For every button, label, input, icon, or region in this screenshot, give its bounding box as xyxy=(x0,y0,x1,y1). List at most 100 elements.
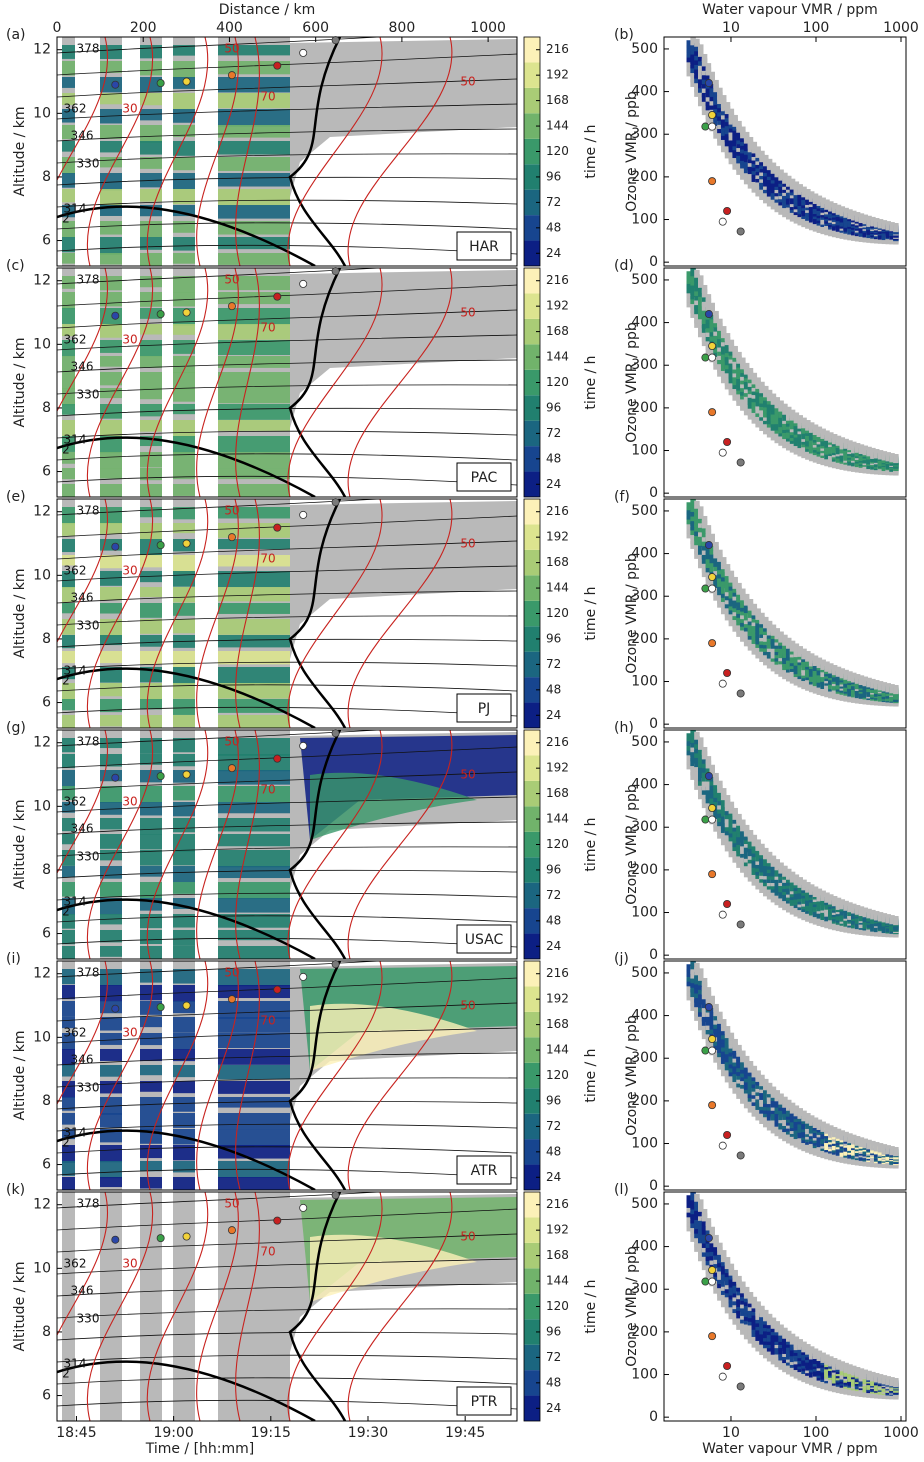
density-cell xyxy=(720,1019,727,1028)
density-cell xyxy=(717,1020,723,1029)
density-cell xyxy=(686,1209,693,1218)
colorbar-tick-label: 216 xyxy=(546,42,569,56)
density-cell xyxy=(701,755,708,764)
density-cell xyxy=(701,320,708,329)
density-cell xyxy=(720,99,727,108)
curtain-cell xyxy=(140,372,162,390)
density-cell xyxy=(686,44,693,53)
panel-label: (i) xyxy=(6,951,21,967)
density-cell xyxy=(705,529,712,538)
density-cell xyxy=(728,1032,735,1041)
curtain-cell xyxy=(100,45,122,59)
density-cell xyxy=(766,620,773,629)
density-cell xyxy=(713,802,719,811)
curtain-cell xyxy=(100,1113,122,1128)
density-cell xyxy=(759,381,765,390)
density-cell xyxy=(732,114,738,123)
flight-point xyxy=(227,995,236,1004)
density-cell xyxy=(694,66,700,75)
density-cell xyxy=(713,349,719,358)
curtain-cell xyxy=(218,969,290,987)
density-cell xyxy=(697,1217,704,1226)
density-cell xyxy=(713,567,719,576)
density-cell xyxy=(812,886,819,895)
density-cell xyxy=(720,804,727,813)
curtain-cell xyxy=(100,1145,122,1163)
density-cell xyxy=(690,744,696,753)
plot-area xyxy=(57,961,517,1190)
density-cell xyxy=(690,540,696,549)
y-tick-label: 8 xyxy=(42,1093,51,1109)
flight-point xyxy=(156,79,165,88)
density-cell xyxy=(697,98,704,107)
density-cell xyxy=(720,95,727,104)
density-cell xyxy=(724,827,731,836)
density-cell xyxy=(697,62,704,71)
curtain-cell xyxy=(173,507,195,520)
density-cell xyxy=(724,795,731,804)
density-cell xyxy=(709,533,715,542)
curtain-cell xyxy=(140,125,162,143)
density-cell xyxy=(705,991,712,1000)
colorbar-segment xyxy=(524,1293,540,1320)
colorbar-segment xyxy=(524,1062,540,1089)
curtain-cell xyxy=(100,651,122,664)
red-contour xyxy=(347,268,453,497)
density-cell xyxy=(713,1264,719,1273)
density-cell xyxy=(724,564,731,573)
density-cell xyxy=(808,884,815,893)
density-cell xyxy=(701,1208,708,1217)
density-cell xyxy=(851,903,857,912)
isentrope xyxy=(57,1283,517,1297)
panel-label: (d) xyxy=(614,258,634,274)
density-cell xyxy=(717,1040,723,1049)
density-cell xyxy=(724,568,731,577)
density-cell xyxy=(889,453,895,462)
density-cell xyxy=(713,310,719,319)
curtain-cell xyxy=(100,834,122,849)
density-cell xyxy=(709,315,715,324)
density-cell xyxy=(820,890,826,899)
density-cell xyxy=(694,1230,700,1239)
curtain-cell xyxy=(218,141,290,155)
panel-label: (g) xyxy=(6,720,26,736)
curtain-cell xyxy=(100,555,122,569)
density-cell xyxy=(694,731,700,740)
y-tick-label: 12 xyxy=(33,504,51,520)
density-cell xyxy=(697,1244,704,1253)
density-cell xyxy=(851,441,857,450)
density-cell xyxy=(694,763,700,772)
colorbar-segment xyxy=(524,1139,540,1165)
density-cell xyxy=(877,681,884,690)
density-cell xyxy=(720,358,727,367)
density-cell xyxy=(690,499,696,508)
density-cell xyxy=(701,1213,708,1222)
y-tick-label: 200 xyxy=(631,631,658,647)
curtain-cell xyxy=(100,253,122,265)
density-cell xyxy=(701,782,708,791)
curtain-cell xyxy=(100,468,122,479)
curtain-cell xyxy=(100,125,122,139)
density-cell xyxy=(701,53,708,62)
flight-point xyxy=(273,1216,282,1225)
contour-label: 346 xyxy=(71,1284,94,1298)
density-cell xyxy=(690,753,696,762)
density-cell xyxy=(785,175,792,184)
y-tick-label: 8 xyxy=(42,400,51,416)
density-cell xyxy=(694,38,700,47)
density-cell xyxy=(713,88,719,97)
curtain-cell xyxy=(62,420,75,436)
density-cell xyxy=(724,600,731,609)
tag-label: PTR xyxy=(471,1394,498,1410)
density-cell xyxy=(709,550,715,559)
density-cell xyxy=(709,1248,715,1257)
density-cell xyxy=(720,573,727,582)
density-cell xyxy=(724,122,731,131)
colorbar-segment xyxy=(524,831,540,858)
density-cell xyxy=(709,799,715,808)
tag-label: ATR xyxy=(471,1163,498,1179)
colorbar-segment xyxy=(524,189,540,216)
density-cell xyxy=(713,575,719,584)
density-cell xyxy=(697,93,704,102)
y-tick-label: 500 xyxy=(631,272,658,288)
